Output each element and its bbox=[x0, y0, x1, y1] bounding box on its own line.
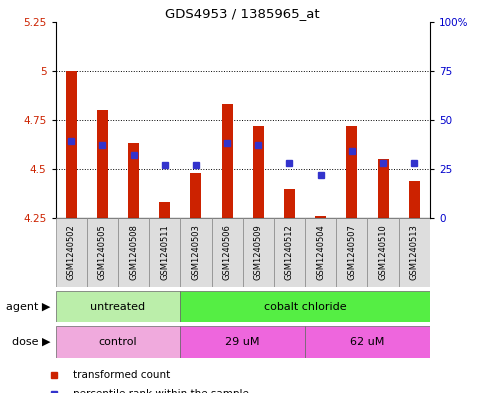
FancyBboxPatch shape bbox=[368, 218, 398, 287]
FancyBboxPatch shape bbox=[305, 218, 336, 287]
FancyBboxPatch shape bbox=[180, 218, 212, 287]
Text: 29 uM: 29 uM bbox=[226, 337, 260, 347]
FancyBboxPatch shape bbox=[305, 326, 430, 358]
Text: GSM1240512: GSM1240512 bbox=[285, 225, 294, 280]
Bar bbox=[190, 173, 201, 218]
FancyBboxPatch shape bbox=[180, 291, 430, 322]
Bar bbox=[253, 126, 264, 218]
Text: GSM1240513: GSM1240513 bbox=[410, 224, 419, 281]
Text: 62 uM: 62 uM bbox=[350, 337, 384, 347]
Text: untreated: untreated bbox=[90, 301, 145, 312]
Bar bbox=[128, 143, 139, 218]
Bar bbox=[97, 110, 108, 218]
Text: GSM1240506: GSM1240506 bbox=[223, 224, 232, 281]
Text: GSM1240510: GSM1240510 bbox=[379, 225, 387, 280]
Title: GDS4953 / 1385965_at: GDS4953 / 1385965_at bbox=[165, 7, 320, 20]
Text: GSM1240504: GSM1240504 bbox=[316, 225, 325, 280]
Text: agent ▶: agent ▶ bbox=[6, 301, 51, 312]
Bar bbox=[159, 202, 170, 218]
FancyBboxPatch shape bbox=[242, 218, 274, 287]
FancyBboxPatch shape bbox=[212, 218, 242, 287]
FancyBboxPatch shape bbox=[336, 218, 368, 287]
Bar bbox=[346, 126, 357, 218]
Text: GSM1240511: GSM1240511 bbox=[160, 225, 169, 280]
FancyBboxPatch shape bbox=[56, 326, 180, 358]
Text: GSM1240508: GSM1240508 bbox=[129, 224, 138, 281]
FancyBboxPatch shape bbox=[398, 218, 430, 287]
Text: GSM1240503: GSM1240503 bbox=[191, 224, 200, 281]
FancyBboxPatch shape bbox=[87, 218, 118, 287]
Text: GSM1240502: GSM1240502 bbox=[67, 225, 76, 280]
Text: GSM1240505: GSM1240505 bbox=[98, 225, 107, 280]
FancyBboxPatch shape bbox=[118, 218, 149, 287]
Bar bbox=[409, 181, 420, 218]
Bar bbox=[222, 104, 233, 218]
FancyBboxPatch shape bbox=[149, 218, 180, 287]
FancyBboxPatch shape bbox=[56, 218, 87, 287]
FancyBboxPatch shape bbox=[274, 218, 305, 287]
Bar bbox=[284, 189, 295, 218]
Text: control: control bbox=[99, 337, 137, 347]
Bar bbox=[378, 159, 388, 218]
Text: percentile rank within the sample: percentile rank within the sample bbox=[73, 389, 249, 393]
Text: cobalt chloride: cobalt chloride bbox=[264, 301, 346, 312]
Bar bbox=[66, 71, 77, 218]
Bar bbox=[315, 216, 326, 218]
FancyBboxPatch shape bbox=[180, 326, 305, 358]
FancyBboxPatch shape bbox=[56, 291, 180, 322]
Text: GSM1240507: GSM1240507 bbox=[347, 224, 356, 281]
Text: transformed count: transformed count bbox=[73, 369, 170, 380]
Text: dose ▶: dose ▶ bbox=[12, 337, 51, 347]
Text: GSM1240509: GSM1240509 bbox=[254, 225, 263, 280]
